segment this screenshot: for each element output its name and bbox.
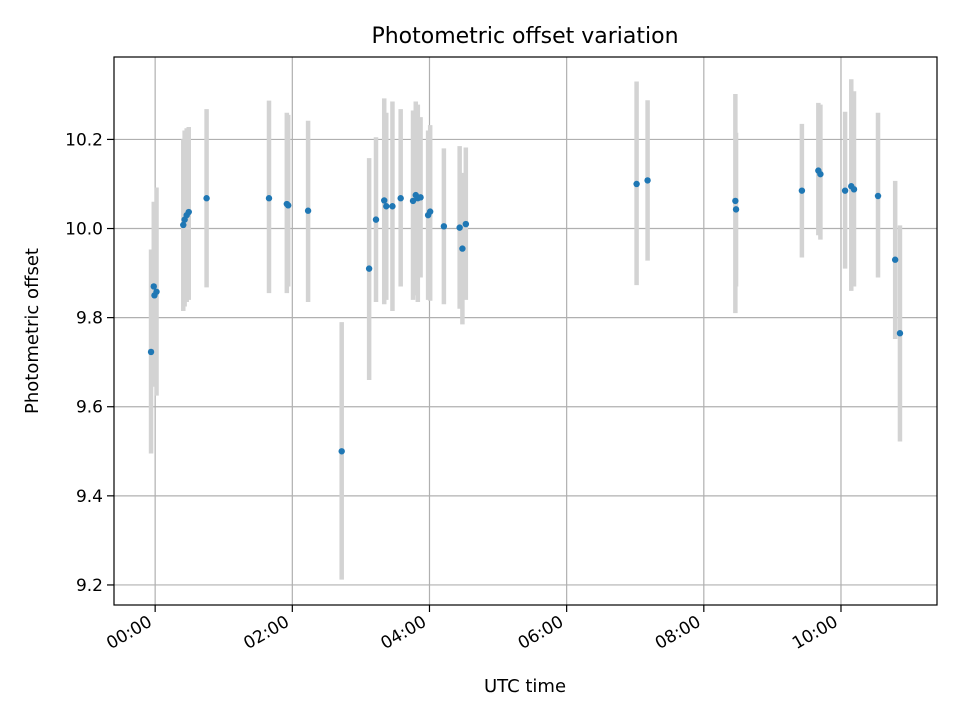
data-point	[633, 180, 640, 188]
data-point	[456, 224, 463, 231]
x-axis-label: UTC time	[484, 676, 566, 697]
data-point	[817, 170, 824, 178]
data-point	[365, 265, 373, 272]
data-point	[841, 187, 849, 194]
data-point	[203, 195, 210, 202]
y-tick-label: 9.6	[76, 398, 103, 418]
y-axis-label: Photometric offset	[22, 248, 43, 414]
x-tick-label: 08:00	[652, 612, 704, 654]
data-point	[185, 208, 192, 216]
grid-layer	[114, 57, 937, 605]
data-point	[417, 194, 424, 201]
x-tick-label: 00:00	[103, 612, 155, 654]
data-point	[180, 221, 187, 229]
data-point	[644, 177, 651, 184]
data-point	[150, 283, 157, 290]
data-point	[265, 195, 273, 202]
x-tick-label: 04:00	[378, 612, 430, 654]
data-point	[409, 197, 417, 205]
data-point	[462, 220, 470, 228]
data-point	[874, 192, 882, 200]
data-point	[426, 208, 434, 215]
data-point	[153, 288, 160, 295]
data-point	[459, 245, 466, 252]
data-point	[732, 206, 740, 213]
data-point	[440, 223, 448, 230]
y-tick-label: 9.2	[76, 576, 103, 596]
y-tick-label: 10.2	[65, 130, 103, 150]
data-point	[850, 186, 858, 193]
data-point	[381, 197, 388, 204]
x-tick-label: 06:00	[515, 612, 567, 654]
y-tick-label: 9.8	[76, 309, 103, 329]
data-point	[896, 330, 904, 337]
plot-area-frame	[113, 56, 938, 606]
data-point	[372, 216, 380, 223]
data-point	[304, 207, 312, 214]
y-tick-label: 9.4	[76, 487, 103, 507]
data-point	[338, 448, 345, 455]
data-point	[397, 195, 404, 202]
data-point	[285, 202, 292, 209]
data-point	[389, 203, 396, 210]
data-point	[147, 348, 155, 356]
data-point	[798, 187, 806, 194]
data-point	[383, 203, 390, 210]
data-point	[891, 256, 899, 263]
errorbar-layer	[148, 79, 903, 580]
point-layer	[147, 167, 904, 455]
y-tick-label: 10.0	[65, 220, 103, 240]
x-tick-label: 02:00	[240, 612, 292, 654]
data-point	[732, 197, 739, 205]
x-tick-label: 10:00	[789, 612, 841, 654]
chart-title: Photometric offset variation	[371, 24, 678, 49]
